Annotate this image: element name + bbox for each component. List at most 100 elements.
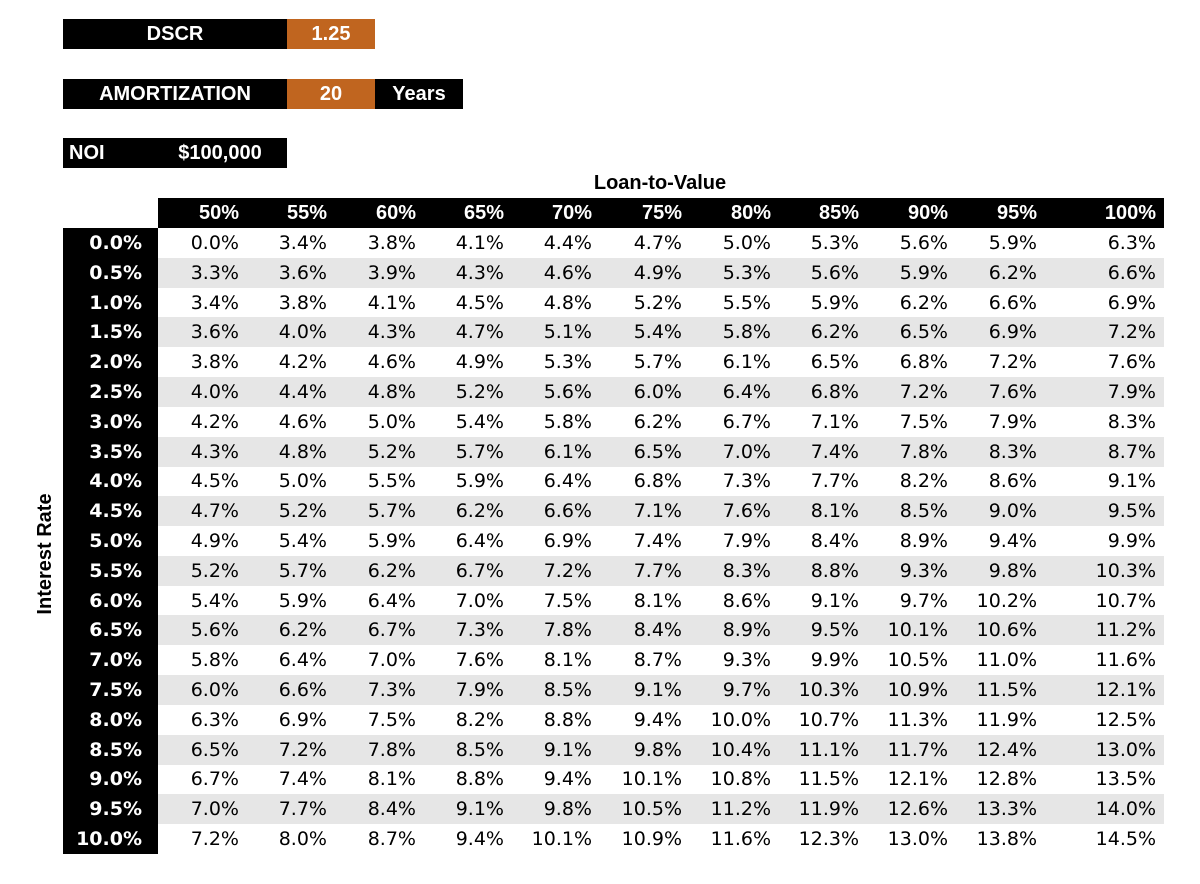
table-cell: 8.2% [899, 470, 948, 493]
table-cell: 8.3% [1107, 410, 1156, 433]
table-cell: 3.4% [278, 232, 327, 254]
ltv-column-header: 80% [730, 202, 771, 224]
row-stripe [158, 257, 1164, 288]
table-cell: 10.1% [621, 768, 682, 791]
table-cell: 4.6% [278, 410, 327, 433]
table-cell: 4.8% [278, 440, 327, 463]
table-cell: 5.3% [722, 261, 771, 284]
table-cell: 5.4% [455, 410, 504, 433]
table-cell: 10.6% [976, 619, 1037, 642]
table-cell: 11.9% [798, 798, 859, 821]
table-cell: 6.8% [899, 351, 948, 374]
table-cell: 7.4% [810, 440, 859, 463]
table-cell: 5.6% [899, 232, 948, 254]
table-cell: 7.1% [810, 410, 859, 433]
interest-rate-row-header: 9.5% [89, 798, 142, 821]
table-cell: 8.3% [988, 440, 1037, 463]
table-cell: 6.4% [278, 649, 327, 672]
table-cell: 6.4% [543, 470, 592, 493]
table-cell: 7.2% [899, 381, 948, 403]
interest-rate-row-header: 7.0% [89, 649, 142, 672]
table-cell: 5.0% [278, 470, 327, 493]
row-stripe [158, 615, 1164, 646]
table-cell: 9.1% [1107, 470, 1156, 493]
table-cell: 5.6% [543, 381, 592, 403]
table-cell: 4.3% [190, 440, 239, 463]
interest-rate-row-header: 5.5% [89, 559, 142, 582]
table-cell: 6.6% [1107, 261, 1156, 284]
table-cell: 9.4% [455, 828, 504, 850]
table-cell: 9.3% [722, 649, 771, 672]
table-cell: 7.9% [722, 530, 771, 552]
table-cell: 14.5% [1095, 828, 1156, 850]
table-cell: 7.0% [455, 589, 504, 612]
table-cell: 13.0% [887, 828, 948, 850]
table-cell: 5.3% [810, 232, 859, 254]
row-stripe [158, 734, 1164, 765]
table-cell: 9.0% [988, 500, 1037, 523]
amortization-unit: Years [375, 79, 463, 109]
interest-rate-row-header: 0.0% [89, 232, 142, 254]
table-cell: 4.5% [455, 291, 504, 314]
table-cell: 10.3% [1095, 559, 1156, 582]
table-cell: 8.4% [810, 530, 859, 552]
table-cell: 4.2% [190, 410, 239, 433]
interest-rate-title-text: Interest Rate [34, 493, 56, 615]
table-cell: 7.5% [367, 708, 416, 731]
table-cell: 0.0% [190, 232, 239, 254]
table-cell: 7.8% [543, 619, 592, 642]
interest-rate-row-header: 3.5% [89, 440, 142, 463]
table-cell: 7.2% [543, 559, 592, 582]
table-cell: 4.7% [190, 500, 239, 523]
table-cell: 11.0% [976, 649, 1037, 672]
table-cell: 7.1% [633, 500, 682, 523]
table-cell: 5.2% [190, 559, 239, 582]
table-cell: 9.8% [543, 798, 592, 821]
table-cell: 4.1% [455, 232, 504, 254]
table-cell: 9.7% [899, 589, 948, 612]
table-cell: 8.7% [1107, 440, 1156, 463]
table-cell: 5.9% [899, 261, 948, 284]
table-cell: 10.5% [621, 798, 682, 821]
table-cell: 13.3% [976, 798, 1037, 821]
table-cell: 6.4% [722, 381, 771, 403]
dscr-value-cell[interactable]: 1.25 [287, 19, 375, 49]
table-cell: 5.7% [367, 500, 416, 523]
table-cell: 9.8% [633, 738, 682, 761]
table-cell: 9.4% [543, 768, 592, 791]
noi-value-cell[interactable]: $100,000 [153, 138, 287, 168]
row-stripe [158, 555, 1164, 586]
table-cell: 9.4% [633, 708, 682, 731]
table-cell: 3.9% [367, 261, 416, 284]
table-cell: 5.0% [367, 410, 416, 433]
table-cell: 6.1% [543, 440, 592, 463]
table-cell: 8.1% [367, 768, 416, 791]
interest-rate-row-header: 9.0% [89, 768, 142, 791]
table-cell: 8.0% [278, 828, 327, 850]
table-cell: 5.8% [190, 649, 239, 672]
table-cell: 8.1% [633, 589, 682, 612]
table-cell: 7.4% [633, 530, 682, 552]
row-stripe [158, 377, 1164, 407]
interest-rate-row-header: 7.5% [89, 679, 142, 701]
table-cell: 9.1% [810, 589, 859, 612]
ltv-column-header: 55% [286, 202, 327, 224]
table-cell: 9.1% [455, 798, 504, 821]
table-cell: 7.3% [455, 619, 504, 642]
table-cell: 7.6% [455, 649, 504, 672]
table-cell: 4.2% [278, 351, 327, 374]
table-cell: 5.8% [722, 321, 771, 344]
table-cell: 5.7% [633, 351, 682, 374]
table-cell: 13.5% [1095, 768, 1156, 791]
table-cell: 8.9% [722, 619, 771, 642]
interest-rate-row-header: 2.5% [89, 381, 142, 403]
table-cell: 8.9% [899, 530, 948, 552]
table-cell: 5.1% [543, 321, 592, 344]
table-cell: 7.7% [633, 559, 682, 582]
amortization-value-cell[interactable]: 20 [287, 79, 375, 109]
table-cell: 11.5% [976, 679, 1037, 701]
table-cell: 10.9% [621, 828, 682, 850]
table-cell: 12.4% [976, 738, 1037, 761]
ltv-header-band [158, 198, 1164, 228]
table-cell: 12.5% [1095, 708, 1156, 731]
